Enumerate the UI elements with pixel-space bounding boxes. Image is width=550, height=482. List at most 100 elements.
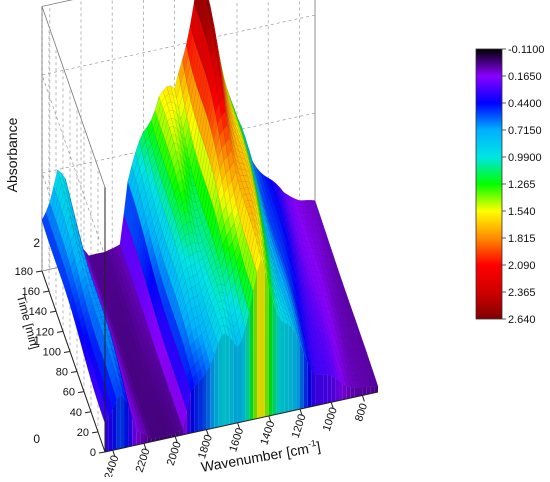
surface-front-skirt xyxy=(331,375,336,403)
surface-front-skirt xyxy=(315,374,320,406)
surface-front-skirt xyxy=(319,374,324,405)
x-tick-mark xyxy=(330,402,334,409)
colorbar-label: 0.4400 xyxy=(508,98,542,110)
surface-front-skirt xyxy=(342,383,347,400)
surface-front-skirt xyxy=(144,433,148,444)
surface-front-skirt xyxy=(366,386,371,395)
y-tick-label: 180 xyxy=(15,266,33,278)
surface-front-skirt xyxy=(105,415,109,452)
y-tick-label: 0 xyxy=(90,447,96,459)
y-tick-mark xyxy=(49,310,57,313)
y-tick-label: 140 xyxy=(29,306,47,318)
colorbar-label: 0.9900 xyxy=(508,152,542,164)
surface-patch xyxy=(193,0,198,10)
x-tick-label: 1000 xyxy=(321,406,340,433)
surface-front-skirt xyxy=(245,311,250,422)
surface-front-skirt xyxy=(147,436,152,443)
surface-front-skirt xyxy=(346,386,351,399)
colorbar-label: 1.815 xyxy=(508,233,536,245)
x-tick-mark xyxy=(268,415,272,423)
y-tick-label: 120 xyxy=(36,326,54,338)
x-tick-label: 2000 xyxy=(165,440,184,467)
surface-front-skirt xyxy=(132,418,137,446)
surface-front-skirt xyxy=(229,337,234,425)
surface-front-skirt xyxy=(292,327,297,411)
x-tick-label: 800 xyxy=(353,402,370,423)
x-tick-mark xyxy=(299,408,303,416)
surface-front-skirt xyxy=(116,393,121,450)
surface-front-skirt xyxy=(261,259,265,418)
surface-front-skirt xyxy=(190,385,195,434)
x-tick-mark xyxy=(174,436,178,443)
colorbar-label: 0.7150 xyxy=(508,125,542,137)
y-tick-mark xyxy=(42,290,50,293)
surface-front-skirt xyxy=(206,365,211,430)
y-tick-mark xyxy=(35,270,43,273)
x-tick-mark xyxy=(112,450,116,457)
surface-front-skirt xyxy=(179,429,183,436)
surface-front-skirt xyxy=(272,301,277,416)
surface-front-skirt xyxy=(296,334,300,410)
x-tick-mark xyxy=(237,422,241,430)
surface-front-skirt xyxy=(175,431,180,437)
y-tick-label: 20 xyxy=(77,427,89,439)
x-tick-label: 1400 xyxy=(258,420,277,447)
surface-front-skirt xyxy=(249,291,254,421)
x-tick-label: 2400 xyxy=(102,454,121,477)
surface-front-skirt xyxy=(311,369,316,407)
surface-front-skirt xyxy=(253,273,258,420)
surface-front-skirt xyxy=(327,374,332,404)
y-axis-line xyxy=(41,270,106,453)
x-axis-line xyxy=(104,391,379,453)
colorbar-label: 1.265 xyxy=(508,179,536,191)
z-axis-label: Absorbance xyxy=(4,117,20,192)
x-tick-mark xyxy=(361,395,365,402)
y-tick-label: 40 xyxy=(70,407,82,419)
surface-front-skirt xyxy=(323,374,328,404)
x-tick-label: 1200 xyxy=(290,413,309,440)
colorbar-label: 2.365 xyxy=(508,287,536,299)
surface-front-skirt xyxy=(128,404,133,447)
surface-front-skirt xyxy=(288,324,293,412)
surface-patch xyxy=(371,379,379,387)
surface-front-skirt xyxy=(225,333,230,426)
x-axis-label-superscript: -1 xyxy=(307,438,317,449)
surface-front-skirt xyxy=(284,323,289,413)
z-tick-label: 1 xyxy=(33,334,40,348)
y-tick-mark xyxy=(84,411,92,414)
surface-front-skirt xyxy=(112,400,117,451)
y-tick-mark xyxy=(56,330,64,333)
surface-front-skirt xyxy=(307,362,312,408)
surface-front-skirt xyxy=(354,387,359,398)
colorbar-label: 1.540 xyxy=(508,206,536,218)
surface-front-skirt xyxy=(358,387,363,397)
colorbar-label: 0.1650 xyxy=(508,71,542,83)
surface-front-skirt xyxy=(300,344,304,410)
x-axis-label-main: Wavenumber [cm xyxy=(200,440,310,475)
surface-front-skirt xyxy=(124,399,129,448)
y-tick-label: 60 xyxy=(63,387,75,399)
y-tick-label: 100 xyxy=(43,346,61,358)
surface-front-skirt xyxy=(136,430,141,446)
colorbar: -0.1100 0.1650 0.4400 0.7150 0.9900 1.265 1.54… xyxy=(475,44,545,326)
surface-front-skirt xyxy=(202,372,207,431)
axes: 2400 2200 2000 1800 1600 1400 1200 1000 80002040… xyxy=(15,187,379,481)
x-axis-label-close: ] xyxy=(315,438,322,454)
surface-front-skirt xyxy=(241,328,246,422)
surface-front-skirt xyxy=(140,432,144,445)
surface-front-skirt xyxy=(222,333,226,427)
surface-front-skirt xyxy=(171,432,176,438)
surface-front-skirt xyxy=(218,334,222,428)
x-tick-mark xyxy=(205,429,209,436)
y-axis-label: Time [min] xyxy=(14,293,42,350)
x-tick-mark xyxy=(143,443,147,450)
colorbar-label: -0.1100 xyxy=(508,44,545,56)
colorbar-gradient xyxy=(475,48,503,320)
colorbar-label: 2.640 xyxy=(508,314,536,326)
y-tick-mark xyxy=(91,431,99,434)
surface-front-skirt xyxy=(362,386,367,396)
surface-front-skirt xyxy=(335,377,339,402)
z-tick-label: 0 xyxy=(33,432,40,446)
z-tick-label: 2 xyxy=(33,236,40,250)
